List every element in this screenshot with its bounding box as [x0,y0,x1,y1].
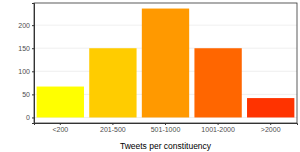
y-tick: 0 [26,114,34,121]
bar [142,9,189,118]
y-tick-mark [32,94,34,95]
x-tick-label: 501-1000 [151,126,181,133]
x-tick: >2000 [261,123,281,133]
x-tick: 501-1000 [151,123,181,133]
y-tick: 100 [18,68,34,75]
bar [247,98,294,117]
x-axis-title: Tweets per constituency [120,141,212,151]
x-tick-mark [60,123,61,125]
x-tick-label: 201-500 [100,126,126,133]
y-tick-mark [32,71,34,72]
x-tick: 1001-2000 [201,123,235,133]
y-tick-label: 50 [22,91,30,98]
x-tick: <200 [52,123,68,133]
y-tick-mark [32,25,34,26]
plot: 0 50 100 150 200 <200 201-500 501-1000 1001-2000… [18,3,297,133]
bars [37,9,295,118]
x-tick-label: >2000 [261,126,281,133]
y-tick-label: 200 [18,22,30,29]
y-tick: 150 [18,45,34,52]
y-axis: 0 50 100 150 200 [18,4,34,124]
x-tick-mark [112,123,113,125]
x-tick-mark [270,123,271,125]
y-tick-label: 150 [18,45,30,52]
chart: 0 50 100 150 200 <200 201-500 501-1000 1001-2000… [0,0,300,152]
bar [89,48,136,117]
bar [194,48,241,117]
y-axis-line [32,4,35,124]
y-tick-mark [32,48,34,49]
y-tick-label: 0 [26,114,30,121]
y-tick-label: 100 [18,68,30,75]
x-tick-mark [165,123,166,125]
x-axis-line [35,124,298,126]
x-tick-mark [218,123,219,125]
x-tick: 201-500 [100,123,126,133]
plot-frame [34,3,297,123]
y-tick: 50 [22,91,34,98]
x-tick-label: <200 [52,126,68,133]
y-tick-mark [32,117,34,118]
y-tick: 200 [18,22,34,29]
bar [37,87,84,118]
plot-background [34,3,297,123]
x-axis: <200 201-500 501-1000 1001-2000 >2000 [35,123,298,133]
x-tick-label: 1001-2000 [201,126,235,133]
